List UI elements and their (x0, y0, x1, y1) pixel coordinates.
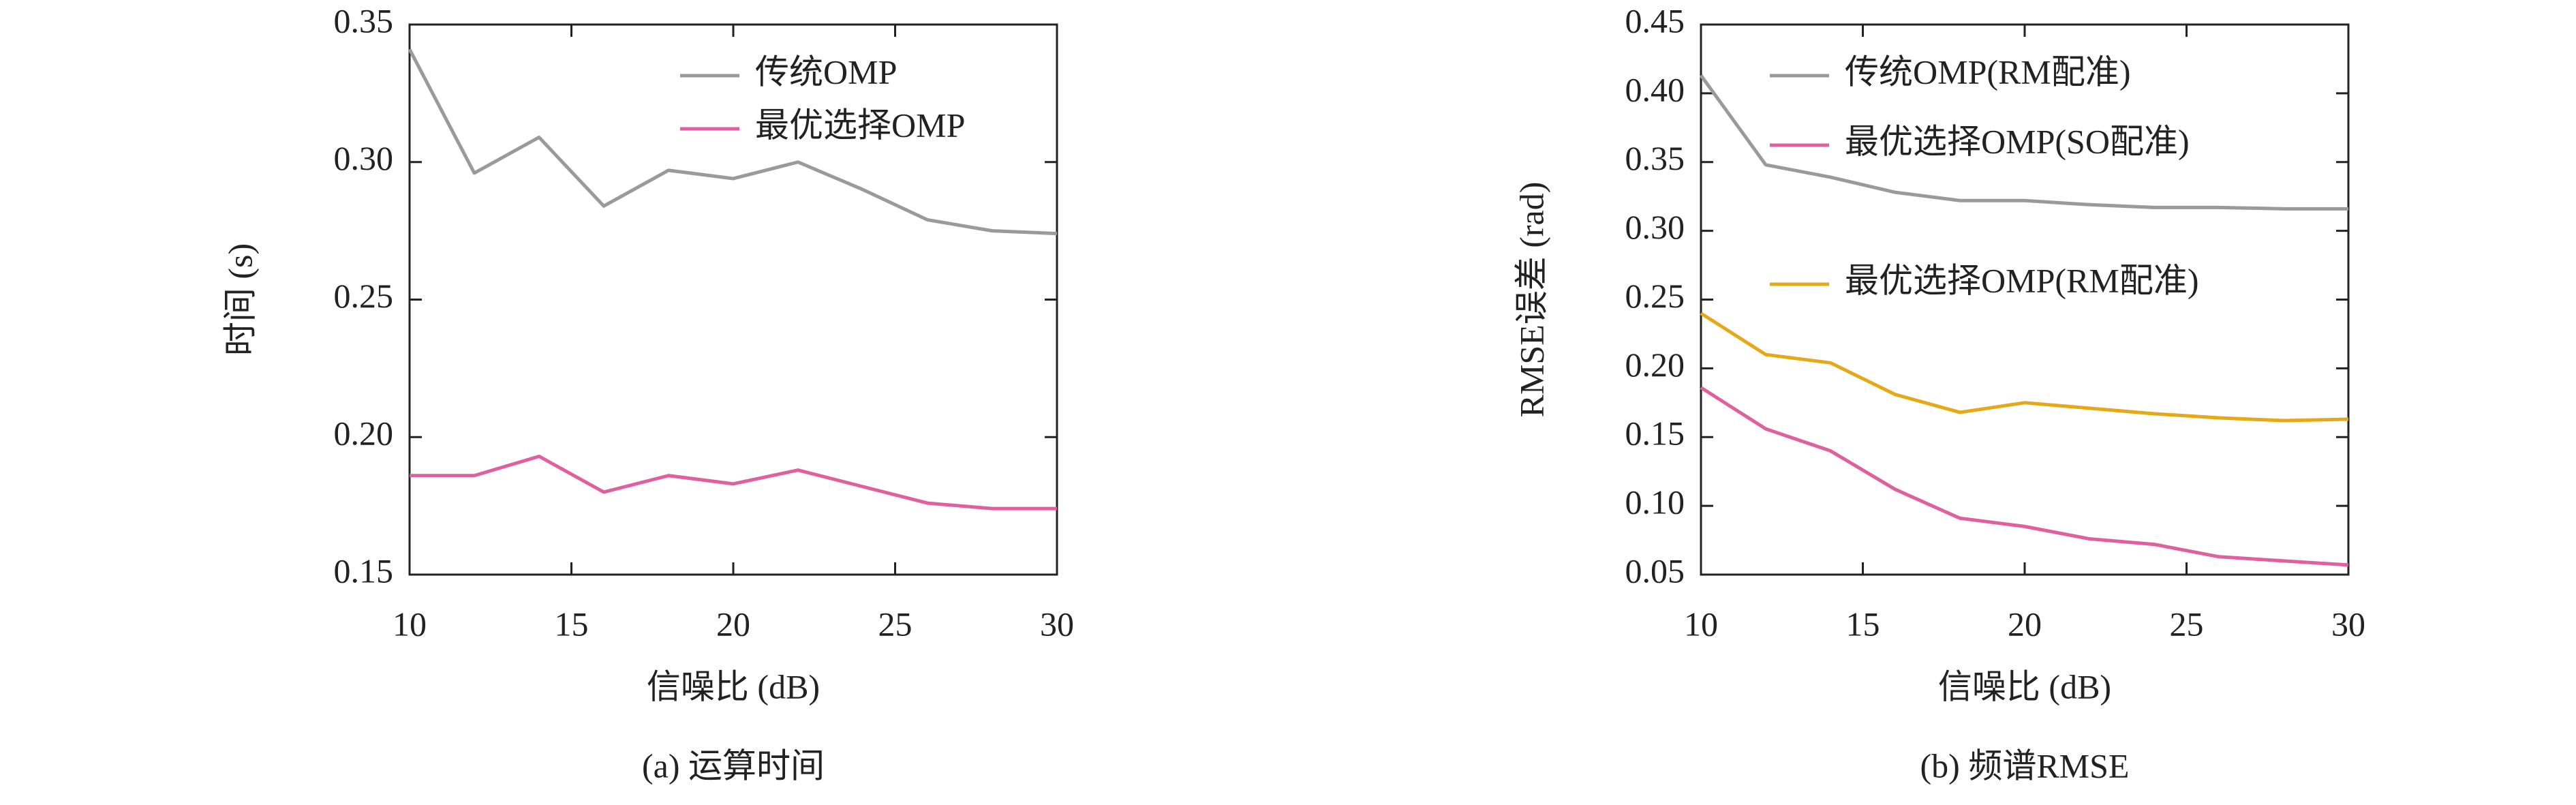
caption: (a) 运算时间 (642, 746, 825, 785)
y-axis-label: 时间 (s) (221, 243, 259, 356)
y-tick-label: 0.25 (1625, 277, 1685, 315)
y-tick-label: 0.15 (1625, 414, 1685, 453)
x-tick-label: 25 (878, 605, 913, 643)
data-line (1700, 312, 2349, 423)
legend-label: 传统OMP(RM配准) (1845, 52, 2130, 91)
data-line (408, 48, 1058, 236)
y-tick-label: 0.20 (1625, 346, 1685, 384)
y-tick-label: 0.40 (1625, 70, 1685, 108)
x-tick-label: 30 (2331, 605, 2365, 643)
plot-frame (408, 23, 1058, 576)
y-tick-label: 0.35 (1625, 139, 1685, 177)
plot-frame (1700, 23, 2350, 576)
y-tick-label: 0.20 (334, 414, 394, 453)
x-axis-label: 信噪比 (dB) (1938, 667, 2111, 705)
x-tick-label: 30 (1040, 605, 1074, 643)
x-axis-label: 信噪比 (dB) (647, 667, 820, 705)
legend-label: 最优选择OMP(RM配准) (1845, 261, 2198, 299)
y-tick-label: 0.15 (334, 551, 394, 590)
x-tick-label: 20 (2008, 605, 2042, 643)
caption: (b) 频谱RMSE (1920, 746, 2130, 785)
y-tick-label: 0.45 (1625, 1, 1685, 40)
y-tick-label: 0.30 (1625, 208, 1685, 246)
x-tick-label: 15 (1846, 605, 1880, 643)
y-tick-label: 0.10 (1625, 483, 1685, 521)
y-tick-label: 0.05 (1625, 551, 1685, 590)
data-line (410, 454, 1057, 511)
y-axis-label: RMSE误差 (rad) (1512, 182, 1550, 418)
legend-label: 传统OMP (755, 52, 897, 91)
y-tick-label: 0.30 (334, 139, 394, 177)
x-tick-label: 10 (393, 605, 427, 643)
x-tick-label: 20 (716, 605, 750, 643)
y-tick-label: 0.35 (334, 1, 394, 40)
legend-label: 最优选择OMP(SO配准) (1845, 122, 2190, 160)
x-tick-label: 25 (2170, 605, 2204, 643)
x-tick-label: 15 (555, 605, 589, 643)
legend-label: 最优选择OMP (755, 106, 965, 144)
data-line (1700, 386, 2349, 567)
data-line (1699, 74, 2348, 211)
y-tick-label: 0.25 (334, 277, 394, 315)
x-tick-label: 10 (1684, 605, 1718, 643)
